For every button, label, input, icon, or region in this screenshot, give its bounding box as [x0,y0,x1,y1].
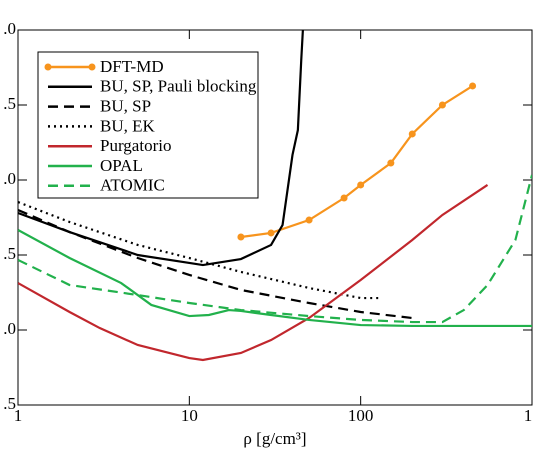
series-line [18,30,304,267]
legend-label: OPAL [100,156,143,175]
data-point [408,130,416,138]
series-line [18,201,381,300]
x-tick-label: 100 [348,406,374,425]
legend-label: Purgatorio [100,136,171,155]
legend-box [37,51,259,199]
data-point [340,194,348,202]
legend-marker [44,63,52,71]
y-tick-label: .0 [3,19,16,38]
series-line [18,184,489,362]
legend-label: BU, EK [100,116,156,135]
legend-label: ATOMIC [100,176,165,195]
y-tick-label: .5 [3,94,16,113]
x-tick-label: 1 [524,406,533,425]
legend-label: DFT-MD [100,57,164,76]
x-axis-label: ρ [g/cm³] [243,429,306,448]
x-tick-label: 1 [14,406,23,425]
series-line [240,85,474,239]
data-point [387,159,395,167]
data-point [438,101,446,109]
legend-label: BU, SP [100,97,151,116]
data-point [305,216,313,224]
plot-frame [17,29,533,406]
y-tick-label: .0 [3,169,16,188]
series-line [18,228,532,328]
data-point [469,82,477,90]
data-point [237,233,245,241]
y-tick-label: .5 [3,394,16,413]
y-tick-label: .0 [3,319,16,338]
plot-lines [18,30,532,362]
y-tick-label: .5 [3,244,16,263]
x-tick-label: 10 [181,406,198,425]
series-line [18,208,413,320]
data-point [357,181,365,189]
legend-marker [88,63,96,71]
legend-label: BU, SP, Pauli blocking [100,77,257,96]
data-point [267,229,275,237]
